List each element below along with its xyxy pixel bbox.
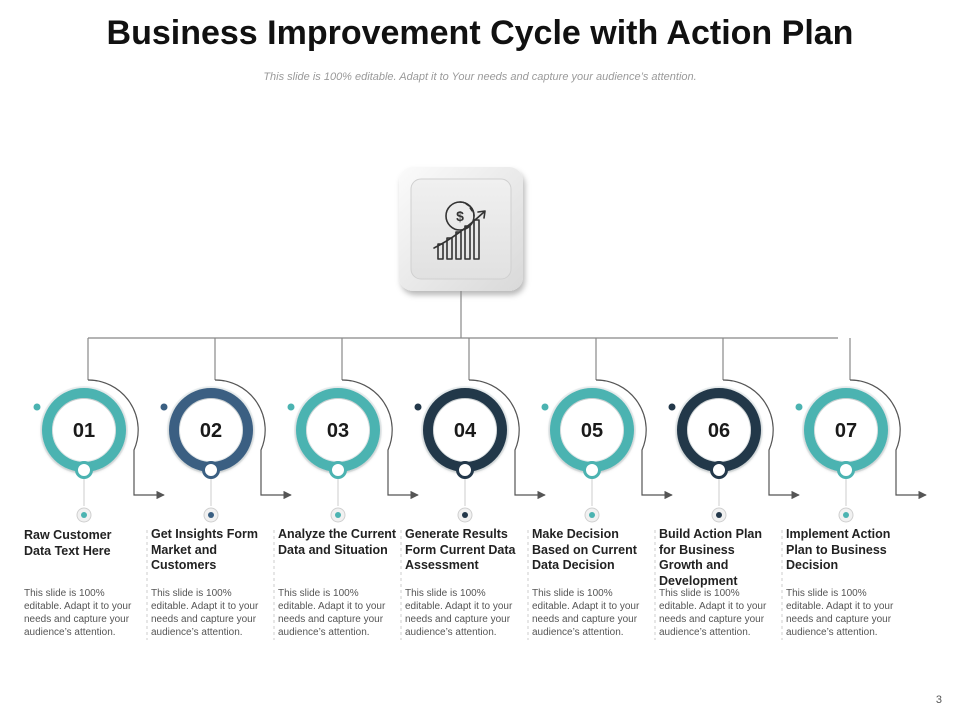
step-01-marker: 01 bbox=[34, 338, 165, 522]
step-03-title: Analyze the Current Data and Situation bbox=[278, 527, 398, 558]
step-01-title: Raw Customer Data Text Here bbox=[24, 528, 124, 559]
step-06-title: Build Action Plan for Business Growth an… bbox=[659, 527, 779, 589]
bullet-dot bbox=[716, 512, 722, 518]
ring-knob bbox=[712, 463, 727, 478]
step-number: 05 bbox=[581, 420, 603, 442]
accent-dot bbox=[415, 404, 422, 411]
ring-knob bbox=[458, 463, 473, 478]
step-markers: 01 02 03 04 05 06 07 bbox=[34, 338, 927, 522]
accent-dot bbox=[34, 404, 41, 411]
bullet-dot bbox=[843, 512, 849, 518]
step-06-description: This slide is 100% editable. Adapt it to… bbox=[659, 587, 769, 639]
step-02-description: This slide is 100% editable. Adapt it to… bbox=[151, 587, 261, 639]
step-03-marker: 03 bbox=[288, 338, 419, 522]
step-number: 02 bbox=[200, 420, 222, 442]
ring-knob bbox=[204, 463, 219, 478]
page-number: 3 bbox=[936, 694, 942, 706]
step-05-description: This slide is 100% editable. Adapt it to… bbox=[532, 587, 642, 639]
accent-dot bbox=[542, 404, 549, 411]
step-06-marker: 06 bbox=[669, 338, 800, 522]
step-04-marker: 04 bbox=[415, 338, 546, 522]
step-05-marker: 05 bbox=[542, 338, 673, 522]
ring-knob bbox=[77, 463, 92, 478]
accent-dot bbox=[288, 404, 295, 411]
accent-dot bbox=[669, 404, 676, 411]
step-number: 03 bbox=[327, 420, 349, 442]
step-07-marker: 07 bbox=[796, 338, 927, 522]
central-icon-box: $ bbox=[399, 167, 523, 291]
step-02-title: Get Insights Form Market and Customers bbox=[151, 527, 271, 574]
step-number: 07 bbox=[835, 420, 857, 442]
bullet-dot bbox=[208, 512, 214, 518]
svg-text:$: $ bbox=[456, 208, 464, 224]
accent-dot bbox=[161, 404, 168, 411]
bullet-dot bbox=[589, 512, 595, 518]
bullet-dot bbox=[81, 512, 87, 518]
ring-knob bbox=[839, 463, 854, 478]
step-05-title: Make Decision Based on Current Data Deci… bbox=[532, 527, 652, 574]
ring-knob bbox=[585, 463, 600, 478]
step-number: 01 bbox=[73, 420, 95, 442]
ring-knob bbox=[331, 463, 346, 478]
step-01-description: This slide is 100% editable. Adapt it to… bbox=[24, 587, 134, 639]
step-07-title: Implement Action Plan to Business Decisi… bbox=[786, 527, 906, 574]
step-04-title: Generate Results Form Current Data Asses… bbox=[405, 527, 525, 574]
step-02-marker: 02 bbox=[161, 338, 292, 522]
step-07-description: This slide is 100% editable. Adapt it to… bbox=[786, 587, 896, 639]
step-number: 04 bbox=[454, 420, 477, 442]
bullet-dot bbox=[335, 512, 341, 518]
step-number: 06 bbox=[708, 420, 730, 442]
step-03-description: This slide is 100% editable. Adapt it to… bbox=[278, 587, 388, 639]
accent-dot bbox=[796, 404, 803, 411]
step-04-description: This slide is 100% editable. Adapt it to… bbox=[405, 587, 515, 639]
bullet-dot bbox=[462, 512, 468, 518]
